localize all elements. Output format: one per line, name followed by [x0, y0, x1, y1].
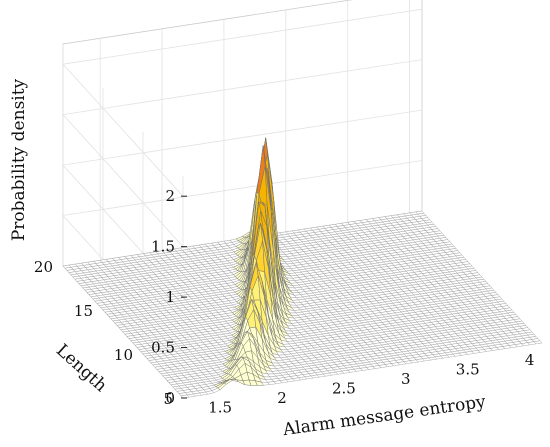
y-tick-label: 10	[114, 346, 133, 364]
x-tick-label: 2	[277, 389, 287, 407]
y-axis-label: Length	[52, 340, 111, 396]
x-tick-label: 4	[525, 351, 535, 369]
z-tick-label: 1.5	[151, 238, 175, 256]
z-axis-label: Probability density	[9, 78, 29, 241]
y-tick-label: 20	[34, 258, 53, 276]
y-tick-label: 15	[74, 302, 93, 320]
z-tick-label: 0	[165, 389, 175, 407]
z-tick-label: 1	[165, 288, 175, 306]
density-surface	[62, 137, 543, 399]
z-tick-label: 2	[165, 187, 175, 205]
y-tick-label: 5	[163, 390, 173, 408]
x-tick-label: 3.5	[456, 360, 480, 378]
surface-cell	[533, 340, 543, 345]
x-tick-label: 2.5	[332, 379, 356, 397]
x-tick-label: 3	[401, 370, 411, 388]
x-tick-label: 1.5	[208, 398, 232, 416]
tick-labels: 0 0.5 1 1.5 2 5 10 15 20 1.5 2 2.5 3 3.5 4	[34, 187, 534, 416]
x-axis-label: Alarm message entropy	[281, 392, 487, 440]
z-tick-label: 0.5	[151, 339, 175, 357]
